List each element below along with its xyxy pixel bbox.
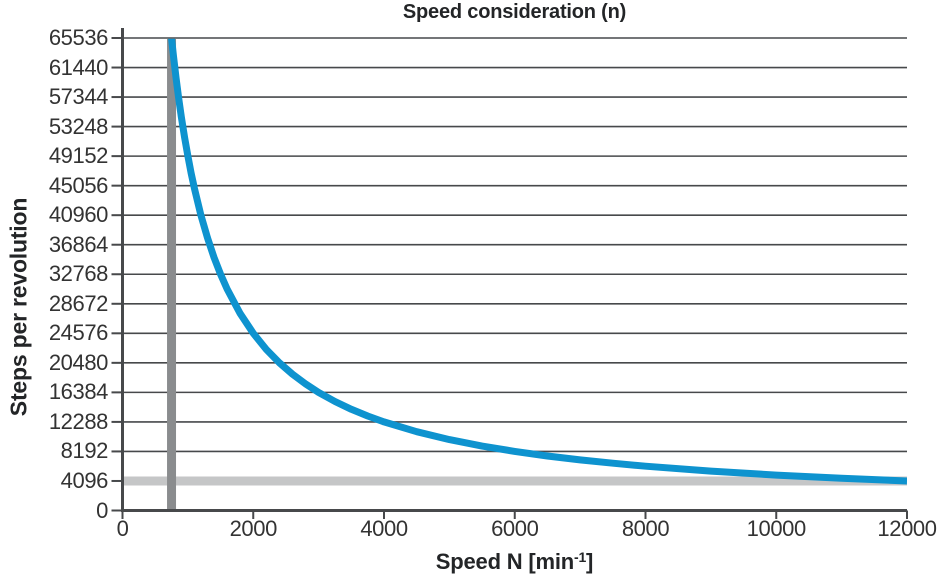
x-tick-label: 8000 — [621, 516, 670, 541]
x-tick-label: 2000 — [229, 516, 278, 541]
y-tick-label: 4096 — [60, 467, 109, 493]
y-tick-label: 65536 — [48, 25, 109, 50]
x-tick-label: 12000 — [877, 516, 937, 541]
y-tick-label: 45056 — [48, 172, 109, 198]
resolution-vs-speed-curve — [168, 38, 907, 485]
x-axis-title: Speed N [min-1] — [122, 549, 907, 575]
y-tick-label: 36864 — [48, 231, 109, 257]
y-tick-label: 8192 — [60, 438, 109, 464]
y-tick-label: 49152 — [48, 143, 109, 169]
y-tick-label: 16384 — [48, 379, 109, 405]
y-tick-label: 0 — [96, 497, 108, 523]
y-tick-label: 53248 — [48, 113, 109, 139]
y-tick-label: 32768 — [48, 261, 109, 287]
y-tick-label: 12288 — [48, 408, 109, 434]
y-tick-label: 61440 — [48, 54, 109, 80]
y-tick-label: 57344 — [48, 84, 109, 110]
chart-title: Speed consideration (n) — [402, 1, 627, 23]
x-tick-label: 10000 — [746, 516, 807, 541]
y-tick-label: 20480 — [48, 349, 109, 375]
x-axis-title-superscript: -1 — [573, 548, 587, 565]
y-tick-label: 24576 — [48, 320, 109, 346]
x-tick-label: 4000 — [360, 516, 408, 541]
y-tick-label: 40960 — [48, 202, 109, 228]
x-tick-label: 0 — [116, 516, 129, 541]
x-tick-label: 6000 — [491, 516, 539, 541]
x-axis-title-close: ] — [586, 549, 594, 574]
x-axis-title-base: Speed N [min — [435, 549, 574, 574]
y-tick-label: 28672 — [48, 290, 109, 316]
